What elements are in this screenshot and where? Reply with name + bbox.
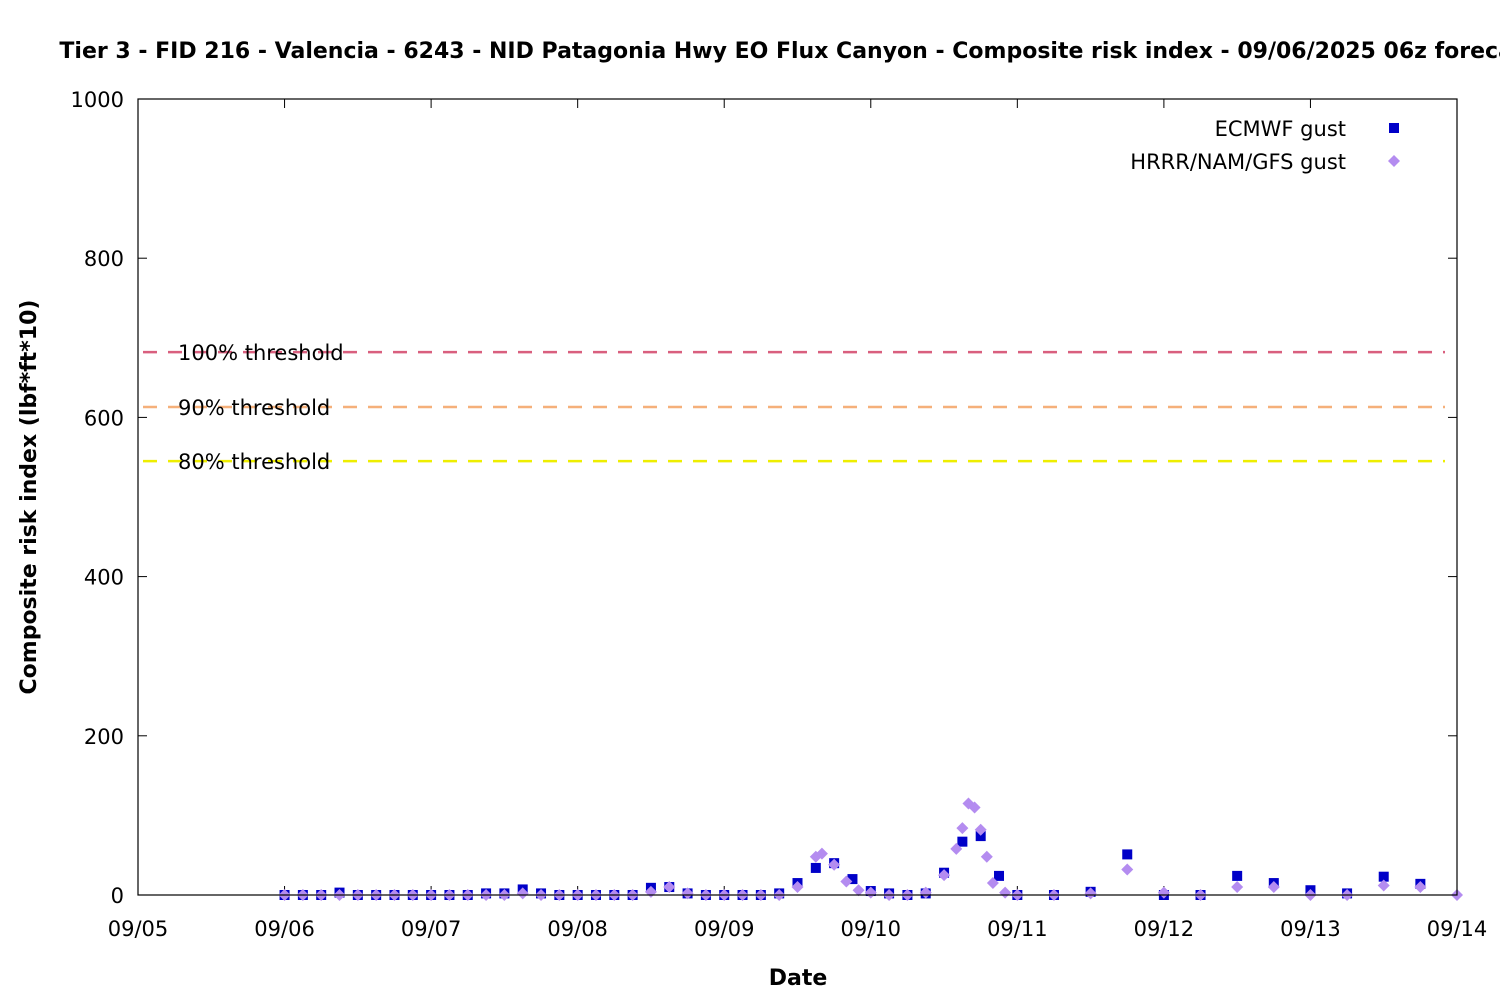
data-point	[852, 884, 865, 897]
data-point	[975, 831, 986, 842]
data-point	[968, 801, 981, 814]
data-point	[810, 862, 821, 873]
x-tick-label: 09/11	[987, 917, 1048, 941]
data-point	[1084, 887, 1097, 900]
y-tick-label: 800	[84, 247, 124, 271]
data-point	[999, 886, 1012, 899]
x-tick-label: 09/05	[108, 917, 169, 941]
legend-marker	[1389, 123, 1399, 133]
x-tick-label: 09/08	[547, 917, 608, 941]
data-point	[957, 836, 968, 847]
data-point	[919, 886, 932, 899]
data-point	[815, 847, 828, 860]
data-point	[950, 842, 963, 855]
x-tick-label: 09/09	[694, 917, 755, 941]
data-point	[938, 869, 951, 882]
legend-label: HRRR/NAM/GFS gust	[1130, 150, 1346, 174]
threshold-label: 100% threshold	[178, 341, 344, 365]
data-point	[1378, 871, 1389, 882]
data-point	[847, 874, 858, 885]
y-tick-label: 600	[84, 406, 124, 430]
data-point	[1122, 849, 1133, 860]
data-point	[1267, 881, 1280, 894]
y-tick-label: 400	[84, 566, 124, 590]
data-point	[840, 875, 853, 888]
x-tick-label: 09/14	[1427, 917, 1488, 941]
data-point	[1157, 886, 1170, 899]
data-point	[1377, 879, 1390, 892]
x-tick-label: 09/07	[401, 917, 462, 941]
data-point	[1232, 870, 1243, 881]
legend-label: ECMWF gust	[1215, 117, 1346, 141]
data-point	[1231, 881, 1244, 894]
data-point	[1121, 863, 1134, 876]
thresholds: 100% threshold 90% threshold 80% threshold	[143, 341, 1445, 474]
x-tick-label: 09/13	[1280, 917, 1341, 941]
x-tick-label: 09/06	[254, 917, 315, 941]
chart-title: Tier 3 - FID 216 - Valencia - 6243 - NID…	[59, 39, 1500, 64]
data-point	[1414, 881, 1427, 894]
x-axis-label: Date	[769, 966, 828, 991]
data-point	[663, 881, 676, 894]
axis-ticks: 0 200 400 600 800 1000 09/05 09/06 09/07 09/08 09/…	[71, 88, 1488, 941]
threshold-label: 80% threshold	[178, 450, 330, 474]
legend: ECMWF gust HRRR/NAM/GFS gust	[1130, 117, 1400, 174]
data-point	[516, 887, 529, 900]
data-point	[864, 886, 877, 899]
y-tick-label: 200	[84, 725, 124, 749]
data-point	[791, 881, 804, 894]
plot-frame	[137, 98, 1458, 896]
data-point	[980, 850, 993, 863]
data-point	[994, 870, 1005, 881]
x-tick-label: 09/10	[841, 917, 902, 941]
data-point	[828, 858, 841, 871]
data-point	[974, 823, 987, 836]
y-axis-label: Composite risk index (lbf*ft*10)	[17, 300, 42, 695]
x-tick-label: 09/12	[1134, 917, 1195, 941]
y-tick-label: 1000	[71, 88, 124, 112]
threshold-label: 90% threshold	[178, 396, 330, 420]
data-point	[986, 877, 999, 890]
data-point	[681, 887, 694, 900]
legend-marker	[1388, 155, 1400, 167]
y-tick-label: 0	[111, 884, 124, 908]
data-point	[956, 822, 969, 835]
